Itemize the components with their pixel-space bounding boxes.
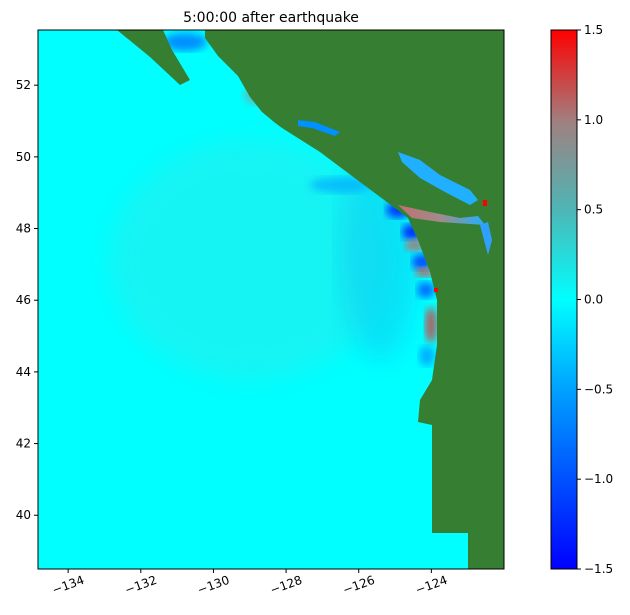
y-tick-label: 44 xyxy=(16,365,31,379)
colorbar-tick-label: −1.5 xyxy=(584,562,613,576)
puget-sound xyxy=(480,222,492,255)
x-tick-label: −128 xyxy=(268,573,304,597)
haida-gwaii xyxy=(117,30,190,85)
wave-trough xyxy=(417,282,435,298)
chart-title: 5:00:00 after earthquake xyxy=(183,10,359,26)
juan-de-fuca-strait xyxy=(398,205,485,225)
colorbar-tick-label: 0.5 xyxy=(584,203,603,217)
colorbar-tick-label: 0.0 xyxy=(584,293,603,307)
strait-of-georgia xyxy=(398,152,478,205)
x-tick-label: −132 xyxy=(123,573,159,597)
colorbar-tick-label: −0.5 xyxy=(584,382,613,396)
colorbar-tick-label: 1.0 xyxy=(584,113,603,127)
colorbar xyxy=(550,29,578,570)
y-tick-label: 48 xyxy=(16,222,31,236)
colorbar-tick-label: 1.5 xyxy=(584,23,603,37)
colorbar-tick-label: −1.0 xyxy=(584,472,613,486)
y-tick-label: 40 xyxy=(16,508,31,522)
colorbar-axis: 1.5 1.0 0.5 0.0 −0.5 −1.0 −1.5 xyxy=(577,23,613,576)
land xyxy=(117,30,504,569)
y-axis: 40 42 44 46 48 50 52 xyxy=(16,78,38,522)
inland-waters xyxy=(298,120,492,292)
x-tick-label: −134 xyxy=(50,573,86,597)
wave-trough xyxy=(163,33,207,51)
wave-crest xyxy=(425,307,437,343)
x-tick-label: −126 xyxy=(341,573,377,597)
wave-band xyxy=(110,140,390,380)
mainland xyxy=(205,30,504,569)
y-tick-label: 42 xyxy=(16,437,31,451)
x-tick-label: −130 xyxy=(196,573,232,597)
peak-marker xyxy=(434,288,438,292)
y-tick-label: 50 xyxy=(16,150,31,164)
x-axis: −134 −132 −130 −128 −126 −124 xyxy=(50,569,449,597)
y-tick-label: 52 xyxy=(16,78,31,92)
queen-charlotte-strait xyxy=(298,120,340,136)
plot-frame xyxy=(37,29,505,570)
peak-marker xyxy=(483,200,487,206)
x-tick-label: −124 xyxy=(413,573,449,597)
wave-trough xyxy=(419,346,435,366)
y-tick-label: 46 xyxy=(16,293,31,307)
wave-trough xyxy=(310,177,370,193)
map-plot-area xyxy=(38,30,504,569)
